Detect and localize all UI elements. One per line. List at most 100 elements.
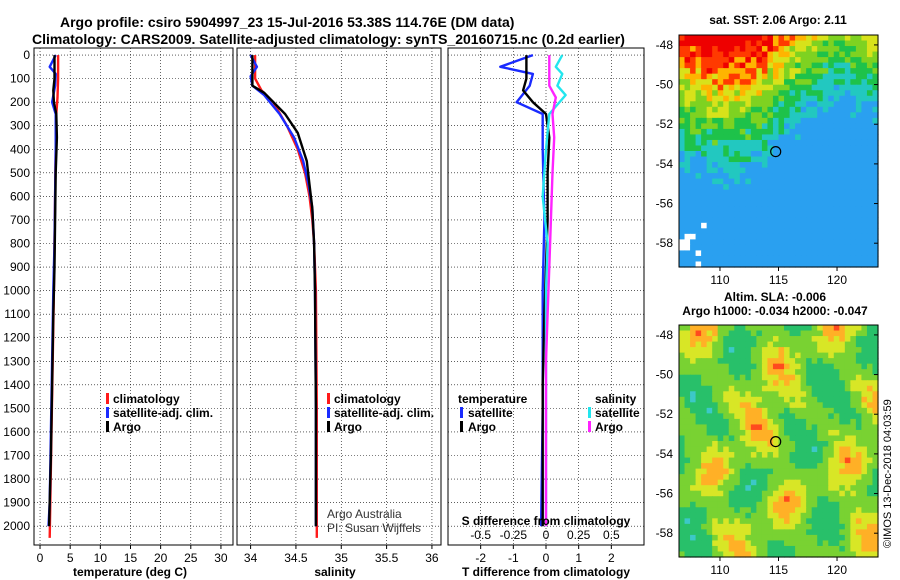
map-cell xyxy=(695,57,702,64)
map-cell xyxy=(833,518,840,525)
map-cell xyxy=(844,233,851,240)
map-cell xyxy=(789,117,796,124)
map-cell xyxy=(756,217,763,224)
map-cell xyxy=(817,200,824,207)
map-cell xyxy=(706,336,713,343)
map-cell xyxy=(701,217,708,224)
map-cell xyxy=(866,189,874,196)
map-cell xyxy=(839,90,846,97)
map-cell xyxy=(734,457,741,464)
map-cell xyxy=(767,407,774,414)
map-cell xyxy=(839,523,846,530)
map-cell xyxy=(679,468,686,475)
map-cell xyxy=(712,485,719,492)
temperature-lines xyxy=(47,54,60,538)
map-cell xyxy=(855,435,863,442)
map-cell xyxy=(772,485,780,492)
map-cell xyxy=(784,385,791,392)
map-cell xyxy=(850,385,857,392)
map-cell xyxy=(839,551,846,558)
map-cell xyxy=(734,35,741,42)
map-cell xyxy=(795,217,802,224)
map-cell xyxy=(806,479,813,486)
map-cell xyxy=(822,523,829,530)
map-cell xyxy=(745,429,752,437)
map-cell xyxy=(739,134,746,141)
map-cell xyxy=(872,184,879,191)
map-cell xyxy=(784,325,791,332)
map-cell xyxy=(811,551,818,558)
map-cell xyxy=(750,507,757,514)
map-cell xyxy=(745,413,752,420)
map-cell xyxy=(822,117,829,124)
s-diff-tick-label: -0.25 xyxy=(500,528,528,542)
map-cell xyxy=(800,35,807,42)
map-cell xyxy=(855,156,863,163)
map-cell xyxy=(806,184,813,191)
map-cell xyxy=(690,424,697,431)
map-cell xyxy=(761,380,769,387)
map-cell xyxy=(695,380,702,387)
map-cell xyxy=(723,396,730,403)
map-cell xyxy=(750,418,757,426)
map-cell xyxy=(679,534,686,542)
map-cell xyxy=(866,446,874,453)
map-cell xyxy=(839,233,846,240)
map-cell xyxy=(822,46,829,53)
map-cell xyxy=(872,73,879,80)
map-cell xyxy=(695,523,702,530)
map-cell xyxy=(679,189,686,196)
map-cell xyxy=(866,134,874,141)
map-cell xyxy=(772,501,780,508)
map-cell xyxy=(872,195,879,202)
map-cell xyxy=(778,228,785,235)
map-cell xyxy=(684,222,691,229)
map-cell xyxy=(844,162,851,169)
map-cell xyxy=(728,217,735,224)
x-tick-label: 36 xyxy=(425,551,439,565)
map-cell xyxy=(861,385,868,392)
map-cell xyxy=(778,330,785,337)
map-cell xyxy=(800,396,807,403)
map-cell xyxy=(734,446,741,453)
map-cell xyxy=(866,512,874,519)
map-cell xyxy=(690,217,697,224)
map-cell xyxy=(695,217,702,224)
map-cell xyxy=(778,446,785,453)
map-cell xyxy=(728,211,735,218)
map-cell xyxy=(695,211,702,218)
map-cell xyxy=(811,441,818,448)
map-cell xyxy=(778,156,785,163)
map-cell xyxy=(784,551,791,558)
map-cell xyxy=(695,457,702,464)
map-cell xyxy=(723,452,730,459)
map-cell xyxy=(723,441,730,448)
map-cell xyxy=(778,457,785,464)
map-cell xyxy=(806,512,813,519)
map-cell xyxy=(712,463,719,470)
map-cell xyxy=(866,261,874,268)
map-cell xyxy=(772,162,780,169)
map-cell xyxy=(811,463,818,470)
map-cell xyxy=(822,418,829,426)
map-cell xyxy=(872,79,879,86)
map-cell xyxy=(800,446,807,453)
map-cell xyxy=(684,512,691,519)
map-cell xyxy=(684,95,691,102)
map-cell xyxy=(800,95,807,102)
map-cell xyxy=(684,468,691,475)
map-cell xyxy=(684,73,691,80)
map-cell xyxy=(756,336,763,343)
map-cell xyxy=(844,101,851,108)
map-cell xyxy=(745,35,752,42)
map-cell xyxy=(784,330,791,337)
map-cell xyxy=(833,112,840,119)
map-cell xyxy=(695,255,702,263)
map-cell xyxy=(739,540,746,547)
map-cell xyxy=(701,551,708,558)
map-cell xyxy=(723,167,730,174)
map-cell xyxy=(739,195,746,202)
map-cell xyxy=(828,490,835,497)
map-cell xyxy=(839,134,846,141)
map-cell xyxy=(706,485,713,492)
